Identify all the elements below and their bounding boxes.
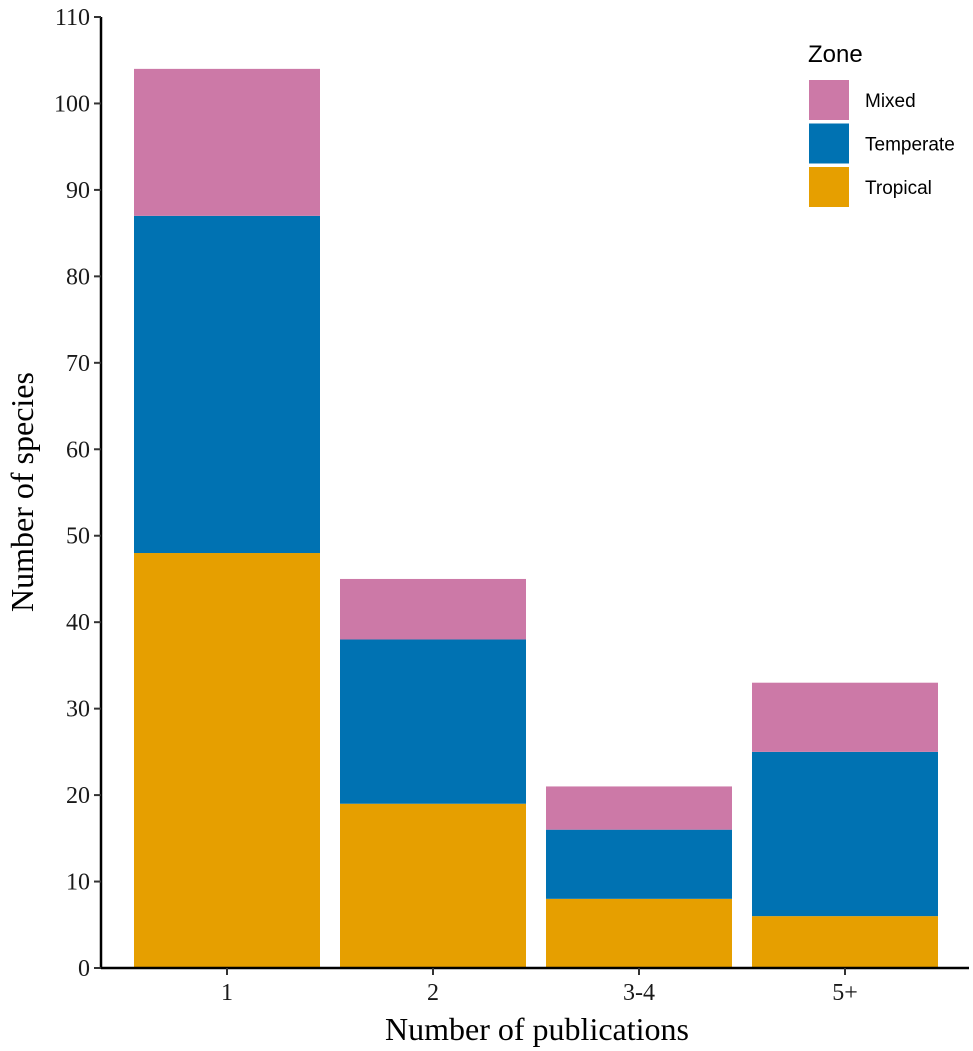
y-ticks: 0 10 20 30 40 50 60 70 80 90 100 110	[54, 5, 101, 982]
legend-label-tropical: Tropical	[865, 178, 932, 199]
bar-temperate-2	[340, 639, 526, 804]
y-tick-label: 40	[66, 610, 90, 636]
y-tick-label: 110	[55, 5, 90, 31]
y-tick-label: 60	[66, 437, 90, 463]
bar-mixed-2	[340, 578, 526, 640]
legend: Zone Mixed Temperate Tropical	[808, 41, 955, 207]
bar-mixed-1	[134, 68, 320, 216]
legend-label-temperate: Temperate	[865, 135, 955, 156]
bars-layer	[134, 68, 938, 968]
bar-temperate-5+	[752, 751, 938, 917]
legend-items: Mixed Temperate Tropical	[809, 80, 955, 207]
bar-tropical-2	[340, 803, 526, 968]
y-tick-label: 100	[54, 91, 90, 117]
legend-key-temperate	[809, 123, 849, 164]
y-axis: 0 10 20 30 40 50 60 70 80 90 100 110	[54, 5, 103, 982]
y-axis-title: Number of species	[4, 372, 40, 612]
y-tick-label: 0	[78, 956, 90, 982]
x-axis-title: Number of publications	[385, 1011, 689, 1047]
bar-temperate-1	[134, 215, 320, 554]
x-tick-label: 2	[427, 980, 439, 1006]
legend-title: Zone	[808, 41, 863, 68]
legend-label-mixed: Mixed	[865, 91, 916, 112]
y-tick-label: 90	[66, 178, 90, 204]
legend-key-tropical	[809, 167, 849, 207]
x-axis: 1 2 3-4 5+	[101, 966, 969, 1006]
x-tick-label: 1	[221, 980, 233, 1006]
bar-mixed-3-4	[546, 786, 732, 830]
bar-tropical-1	[134, 553, 320, 968]
y-tick-label: 50	[66, 524, 90, 550]
y-tick-label: 20	[66, 783, 90, 809]
y-tick-label: 80	[66, 264, 90, 290]
legend-key-mixed	[809, 80, 849, 120]
x-ticks: 1 2 3-4 5+	[221, 968, 858, 1006]
bar-tropical-5+	[752, 916, 938, 968]
y-tick-label: 30	[66, 697, 90, 723]
bar-mixed-5+	[752, 682, 938, 752]
y-tick-label: 70	[66, 351, 90, 377]
y-tick-label: 10	[66, 870, 90, 896]
x-tick-label: 5+	[832, 980, 858, 1006]
bar-tropical-3-4	[546, 898, 732, 968]
x-tick-label: 3-4	[623, 980, 655, 1006]
bar-temperate-3-4	[546, 829, 732, 899]
